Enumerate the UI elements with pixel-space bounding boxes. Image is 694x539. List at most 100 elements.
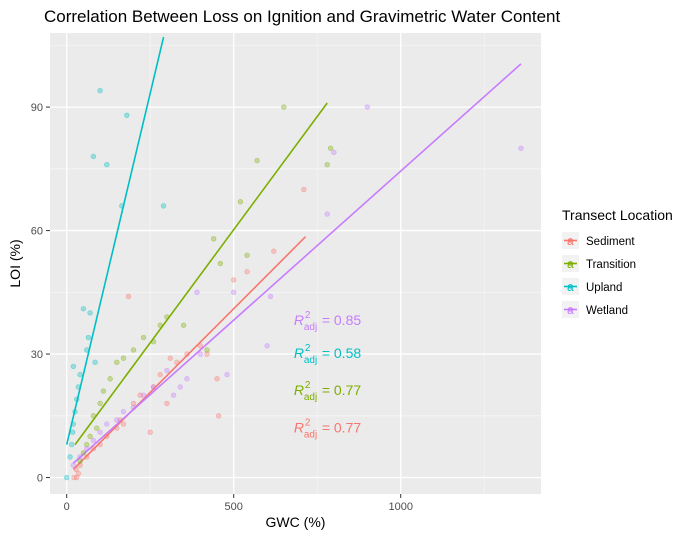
point-upland <box>74 396 80 403</box>
point-sediment <box>114 425 120 431</box>
r2-value: = 0.77 <box>322 382 362 398</box>
point-sediment <box>164 400 170 407</box>
legend-label: Sediment <box>586 236 635 248</box>
minor-gridlines <box>50 33 541 494</box>
point-sediment <box>125 293 132 300</box>
r2-superscript: 2 <box>305 380 311 391</box>
point-sediment <box>77 462 83 468</box>
point-wetland <box>224 371 230 378</box>
y-tick-label: 30 <box>31 349 43 361</box>
point-sediment <box>231 277 237 283</box>
point-wetland <box>84 446 90 452</box>
plot-panel <box>50 33 541 494</box>
legend-item-upland: a Upland <box>562 278 622 295</box>
point-upland <box>104 162 110 168</box>
point-transition <box>164 314 170 320</box>
point-wetland <box>140 392 147 398</box>
point-sediment <box>73 466 79 473</box>
point-transition <box>140 334 147 341</box>
r2-subscript: adj <box>304 322 317 333</box>
point-transition <box>157 322 163 328</box>
point-transition <box>87 433 93 440</box>
point-wetland <box>97 429 103 435</box>
point-sediment <box>150 384 157 390</box>
point-sediment <box>167 355 173 361</box>
r2-symbol: R <box>294 345 304 361</box>
x-tick-label: 500 <box>225 501 243 513</box>
point-upland <box>70 421 77 427</box>
legend-key-point <box>567 237 574 244</box>
point-wetland <box>197 351 204 357</box>
point-upland <box>67 454 73 460</box>
legend-label: Upland <box>586 282 622 294</box>
point-upland <box>75 384 82 390</box>
r2-subscript: adj <box>304 429 317 440</box>
point-wetland <box>364 104 371 110</box>
point-wetland <box>177 384 183 390</box>
point-wetland <box>170 392 177 398</box>
point-transition <box>281 104 287 110</box>
point-upland <box>160 203 167 209</box>
point-transition <box>150 339 157 345</box>
r2-subscript: adj <box>304 355 317 366</box>
point-transition <box>237 199 244 205</box>
point-transition <box>254 157 260 164</box>
point-sediment <box>97 441 103 448</box>
point-upland <box>77 371 83 378</box>
point-upland <box>70 363 77 370</box>
legend-key-glyph: a <box>567 303 574 317</box>
y-tick-label: 60 <box>31 226 43 238</box>
y-axis-ticks: 0 30 60 90 <box>31 102 50 485</box>
point-wetland <box>70 462 77 468</box>
data-points <box>64 87 524 481</box>
point-sediment <box>120 421 127 427</box>
legend-key-glyph: a <box>567 280 574 294</box>
fit-lines <box>65 36 522 470</box>
point-sediment <box>137 392 143 398</box>
legend-key-point <box>567 283 574 290</box>
point-wetland <box>114 417 120 423</box>
legend-title: Transect Location <box>562 207 673 223</box>
point-transition <box>90 413 97 419</box>
point-upland <box>87 310 93 316</box>
fit-line-wetland <box>72 63 522 464</box>
point-wetland <box>324 211 330 217</box>
point-sediment <box>71 474 77 481</box>
point-transition <box>327 145 334 151</box>
point-upland <box>119 203 125 209</box>
point-transition <box>210 236 217 242</box>
legend-label: Transition <box>586 259 636 271</box>
point-sediment <box>174 359 180 365</box>
legend-label: Wetland <box>586 305 628 317</box>
r2-symbol: R <box>294 312 304 328</box>
point-transition <box>94 425 100 431</box>
point-transition <box>130 347 137 353</box>
x-axis-title: GWC (%) <box>266 514 326 530</box>
legend-key-glyph: a <box>567 234 574 248</box>
point-sediment <box>215 413 222 419</box>
point-upland <box>90 153 97 160</box>
point-wetland <box>90 437 97 444</box>
point-transition <box>120 355 127 361</box>
fit-line-sediment <box>72 236 307 470</box>
x-tick-label: 0 <box>64 501 70 513</box>
point-sediment <box>244 269 250 275</box>
chart-title: Correlation Between Loss on Ignition and… <box>44 7 561 26</box>
point-sediment <box>90 446 97 452</box>
point-wetland <box>231 289 237 296</box>
point-sediment <box>84 454 90 460</box>
point-sediment <box>301 186 307 193</box>
point-upland <box>80 306 87 312</box>
point-sediment <box>147 429 153 435</box>
point-sediment <box>214 376 220 382</box>
point-transition <box>180 322 187 328</box>
point-wetland <box>184 376 190 382</box>
legend-item-sediment: a Sediment <box>562 232 635 249</box>
point-wetland <box>194 289 200 296</box>
point-sediment <box>204 351 210 357</box>
